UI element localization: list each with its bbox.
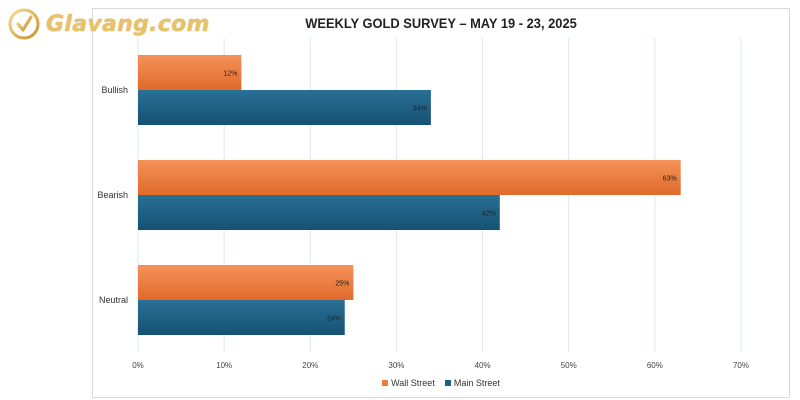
data-label: 63% [663, 176, 677, 183]
glavang-logo-icon [8, 8, 40, 40]
x-tick-label: 10% [216, 361, 232, 370]
bar-wall-street [138, 55, 242, 90]
x-tick-label: 70% [733, 361, 749, 370]
data-label: 24% [327, 316, 341, 323]
category-label: Neutral [99, 295, 128, 305]
data-label: 12% [223, 71, 237, 78]
logo-text: Glavang.com [46, 11, 210, 37]
bar-main-street [138, 90, 431, 125]
x-tick-label: 50% [561, 361, 577, 370]
x-tick-label: 0% [132, 361, 144, 370]
bar-wall-street [138, 160, 681, 195]
category-label: Bullish [101, 85, 128, 95]
category-label: Bearish [97, 190, 128, 200]
data-label: 42% [482, 211, 496, 218]
bar-wall-street [138, 265, 354, 300]
bar-main-street [138, 195, 500, 230]
legend-swatch-main-street [444, 380, 451, 386]
x-tick-label: 40% [475, 361, 491, 370]
bar-main-street [138, 300, 345, 335]
site-logo[interactable]: Glavang.com [8, 6, 210, 42]
legend-label-main-street: Main Street [453, 378, 500, 388]
data-label: 34% [413, 106, 427, 113]
legend-item-wall-street: Wall Street [382, 378, 435, 388]
legend-swatch-wall-street [382, 380, 389, 386]
legend-item-main-street: Main Street [444, 378, 500, 388]
chart-legend: Wall Street Main Street [92, 378, 790, 388]
chart-title: WEEKLY GOLD SURVEY – MAY 19 - 23, 2025 [305, 15, 577, 31]
legend-label-wall-street: Wall Street [391, 378, 435, 388]
x-tick-label: 30% [388, 361, 404, 370]
x-tick-label: 20% [302, 361, 318, 370]
x-tick-label: 60% [647, 361, 663, 370]
data-label: 25% [335, 281, 349, 288]
